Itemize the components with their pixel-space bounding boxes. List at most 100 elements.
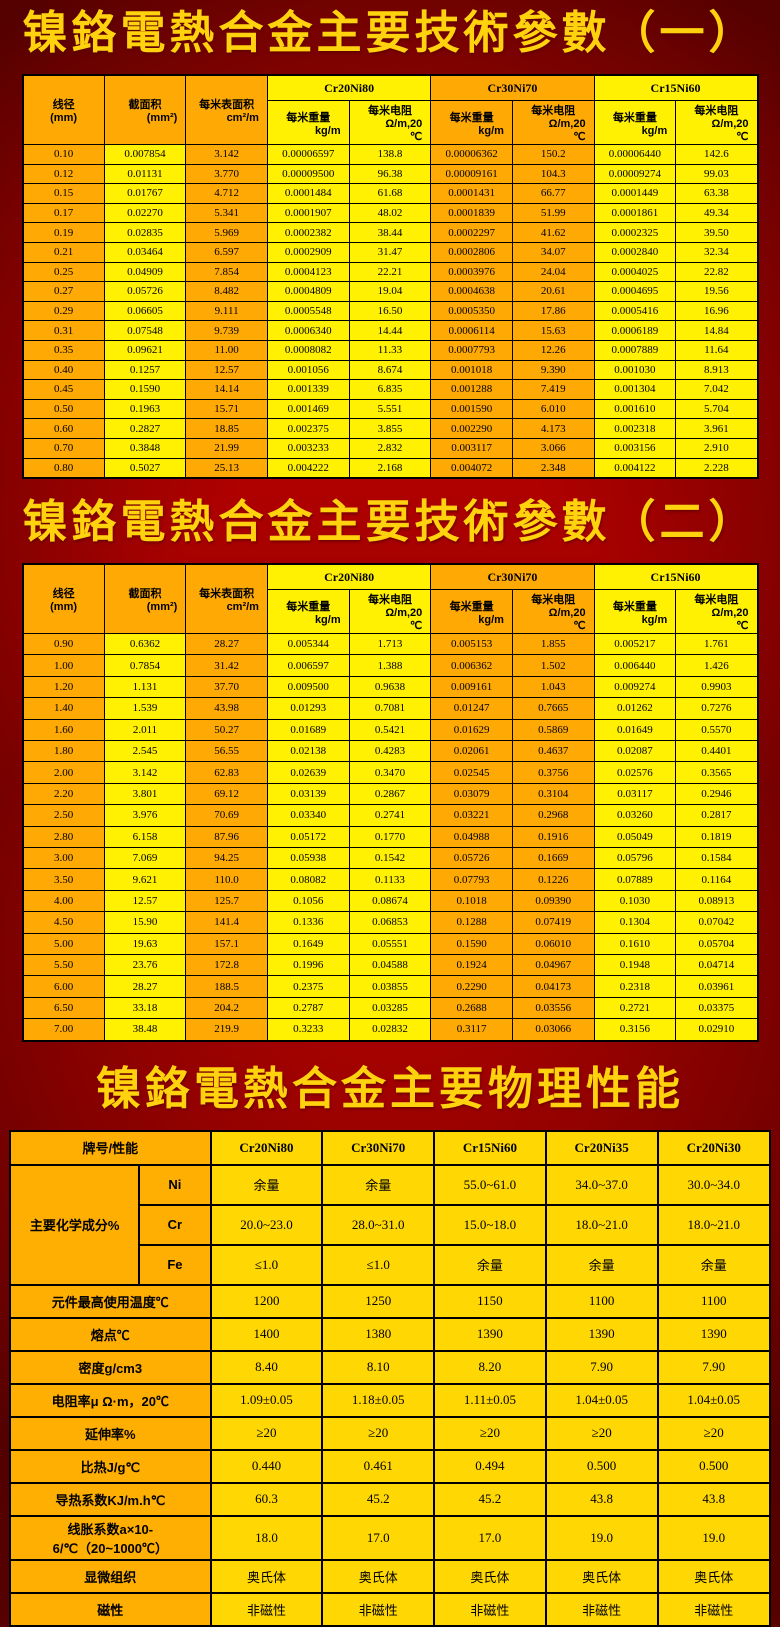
table-row: 导热系数KJ/m.h℃ 60.3 45.2 45.2 43.8 43.8 (9, 1481, 771, 1517)
table-cell: 49.34 (675, 202, 758, 224)
table-cell: 0.01293 (266, 697, 350, 720)
table-cell: 0.0008082 (266, 339, 350, 361)
table-cell: 5.341 (185, 202, 268, 224)
table-row: 0.35 0.09621 11.00 0.0008082 11.33 0.0007793 1… (22, 339, 758, 361)
table-cell: 0.2946 (675, 782, 758, 806)
table-cell: 0.27 (22, 281, 105, 302)
table-cell: 3.961 (675, 418, 758, 439)
table-cell: 1.388 (348, 654, 432, 677)
table-cell: 14.84 (675, 320, 758, 341)
table-cell: 63.38 (675, 183, 758, 204)
table-cell: 0.35 (22, 339, 105, 361)
table-cell: 0.9903 (675, 675, 758, 699)
alloy-header-cr20ni80: Cr20Ni80 (209, 1129, 324, 1166)
table-cell: 1400 (209, 1316, 324, 1352)
table-cell: 0.1963 (103, 398, 187, 420)
table-cell: 奥氏体 (209, 1558, 324, 1594)
table-cell: 5.969 (185, 222, 268, 243)
table-cell: 1.04±0.05 (544, 1382, 659, 1418)
table-cell: 8.20 (433, 1349, 547, 1385)
table-cell: 150.2 (511, 144, 595, 165)
table-cell: 141.4 (185, 911, 268, 934)
table-cell: 0.6362 (103, 633, 187, 656)
alloy-header-cr30ni70: Cr30Ni70 (430, 563, 595, 591)
table-cell: 0.01767 (103, 183, 187, 204)
table-cell: 6.597 (185, 241, 268, 263)
table-cell: 3.00 (22, 846, 105, 870)
table-cell: 45.2 (433, 1481, 547, 1517)
table-cell: 15.63 (511, 320, 595, 341)
table-cell: 28.0~31.0 (321, 1203, 436, 1246)
table-cell: 37.70 (185, 675, 268, 699)
table-cell: 204.2 (185, 996, 268, 1020)
table-cell: 0.001030 (593, 359, 677, 381)
col-header-weight-1: 每米重量 kg/m (266, 589, 350, 635)
table-cell: 0.1610 (593, 932, 677, 955)
table-cell: 0.00006440 (593, 144, 677, 165)
table-cell: 19.0 (656, 1514, 771, 1561)
table-row: 磁性 非磁性 非磁性 非磁性 非磁性 非磁性 (9, 1591, 771, 1627)
table-cell: 1.60 (22, 718, 105, 742)
table-cell: 0.02639 (266, 761, 350, 784)
table-cell: 0.0004809 (266, 281, 350, 302)
table-cell: 1.426 (675, 654, 758, 677)
table-cell: 69.12 (185, 782, 268, 806)
table-cell: 5.551 (348, 398, 432, 420)
table-cell: 1.131 (103, 675, 187, 699)
table-cell: 172.8 (185, 953, 268, 977)
table-cell: 0.4283 (348, 740, 432, 763)
table-cell: 30.0~34.0 (656, 1163, 771, 1206)
col-header-weight-3: 每米重量 kg/m (593, 100, 677, 145)
header-row-alloys: 线径 (mm) 截面积 (mm²) 每米表面积 cm²/m Cr20Ni80 Cr30… (22, 563, 759, 635)
table-cell: 0.03340 (266, 804, 350, 827)
table-cell: 1200 (209, 1283, 324, 1319)
table-cell: 62.83 (185, 761, 268, 784)
table-cell: 0.005153 (430, 633, 513, 656)
table-row: 0.40 0.1257 12.57 0.001056 8.674 0.001018 9.39… (22, 359, 758, 381)
table-cell: 0.494 (433, 1448, 547, 1484)
table-cell: 0.1018 (430, 889, 513, 913)
table-row: 电阻率μ Ω·m，20℃ 1.09±0.05 1.18±0.05 1.11±0.05 1… (9, 1382, 771, 1418)
table-cell: 0.5027 (103, 457, 187, 479)
table-cell: 0.03117 (593, 782, 677, 806)
table-cell: 0.1924 (430, 953, 513, 977)
table-row: 1.40 1.539 43.98 0.01293 0.7081 0.01247 0.7665… (22, 697, 758, 720)
table-cell: 15.71 (185, 398, 268, 420)
table-cell: 9.390 (511, 359, 595, 381)
alloy-header-cr15ni60: Cr15Ni60 (593, 74, 759, 101)
table-cell: 0.0005548 (266, 300, 350, 322)
table-cell: 24.04 (511, 261, 595, 283)
table-cell: 0.03855 (348, 975, 432, 998)
table-cell: 比热J/g℃ (9, 1448, 212, 1484)
table-cell: 0.1288 (430, 911, 513, 934)
composition-row-cr: Cr 20.0~23.0 28.0~31.0 15.0~18.0 18.0~21… (10, 1203, 771, 1246)
table-cell: 1.20 (22, 675, 105, 699)
table-cell: 0.1649 (266, 932, 350, 955)
table-row: 4.50 15.90 141.4 0.1336 0.06853 0.1288 0.07419… (22, 911, 758, 934)
table-cell: 余量 (433, 1243, 547, 1286)
col-header-weight-3: 每米重量 kg/m (593, 589, 677, 635)
alloy-header-cr20ni30: Cr20Ni30 (656, 1129, 771, 1166)
table-cell: 2.168 (348, 457, 432, 479)
table-cell: 0.31 (22, 320, 105, 341)
col-header-weight-1: 每米重量 kg/m (266, 100, 350, 145)
table-cell: 6.010 (511, 398, 595, 420)
table-cell: 1.043 (511, 675, 595, 699)
table2-body: 0.90 0.6362 28.27 0.005344 1.713 0.005153 1.85… (22, 633, 758, 1042)
table-cell: 7.419 (511, 379, 595, 400)
table-cell: 0.0001431 (430, 183, 513, 204)
table-cell: 0.0007889 (593, 339, 677, 361)
col-header-area: 截面积 (mm²) (103, 74, 187, 145)
table-cell: 32.34 (675, 241, 758, 263)
table-cell: 51.99 (511, 202, 595, 224)
table-cell: 38.48 (103, 1018, 187, 1042)
table-cell: 0.7081 (348, 697, 432, 720)
table-row: 1.80 2.545 56.55 0.02138 0.4283 0.02061 0.4637… (22, 740, 758, 763)
table-cell: 31.42 (185, 654, 268, 677)
table-cell: 5.50 (22, 953, 105, 977)
header-row-units: 每米重量 kg/m 每米电阻 Ω/m,20 ℃ 每米重量 kg/m 每米电阻 Ω/m,20… (23, 100, 758, 145)
table-cell: 56.55 (185, 740, 268, 763)
table-cell: 0.02910 (675, 1018, 758, 1042)
table-cell: 0.03260 (593, 804, 677, 827)
table-cell: 0.19 (22, 222, 105, 243)
